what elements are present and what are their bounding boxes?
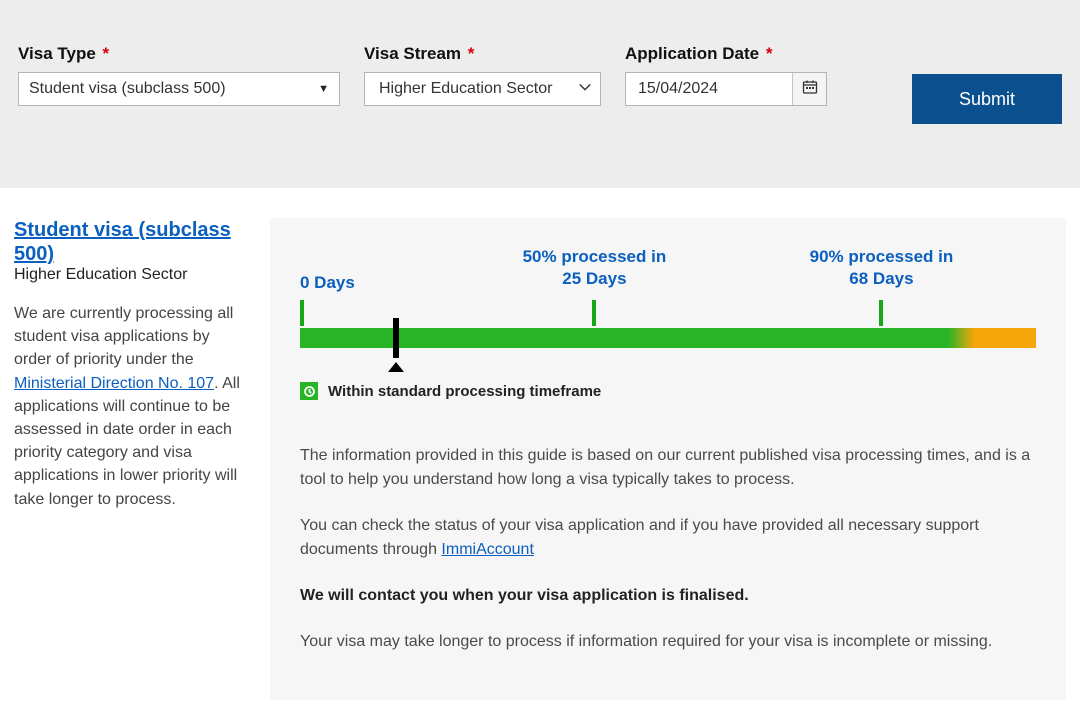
timeline-ticks <box>300 300 1036 328</box>
application-date-label: Application Date * <box>625 44 827 64</box>
label-text: Application Date <box>625 44 759 63</box>
required-asterisk: * <box>766 44 773 63</box>
visa-type-value: Student visa (subclass 500) <box>29 80 226 98</box>
submit-button[interactable]: Submit <box>912 74 1062 124</box>
visa-type-field: Visa Type * Student visa (subclass 500) … <box>18 44 340 106</box>
calendar-button[interactable] <box>792 73 826 105</box>
visa-subtitle: Higher Education Sector <box>14 266 246 284</box>
results-area: Student visa (subclass 500) Higher Educa… <box>0 188 1080 728</box>
chevron-down-icon <box>578 80 592 99</box>
marker-arrow-icon <box>388 362 404 372</box>
visa-stream-label: Visa Stream * <box>364 44 601 64</box>
timeline-p50-label: 50% processed in 25 Days <box>523 246 667 290</box>
label-text: Visa Type <box>18 44 96 63</box>
visa-title-link[interactable]: Student visa (subclass 500) <box>14 219 231 265</box>
timeline-bar <box>300 328 1036 348</box>
visa-stream-field: Visa Stream * Higher Education Sector <box>364 44 601 106</box>
sidebar-paragraph: We are currently processing all student … <box>14 302 246 511</box>
ministerial-direction-link[interactable]: Ministerial Direction No. 107 <box>14 375 214 392</box>
bar-orange-segment <box>948 328 1036 348</box>
info-p4: Your visa may take longer to process if … <box>300 630 1036 654</box>
timeline-start-label: 0 Days <box>300 272 355 294</box>
current-date-marker <box>393 318 399 358</box>
visa-type-label: Visa Type * <box>18 44 340 64</box>
timeline-labels: 0 Days 50% processed in 25 Days 90% proc… <box>300 246 1036 294</box>
submit-column: Submit <box>912 44 1062 124</box>
tick-p50 <box>592 300 596 326</box>
p50-days: 25 Days <box>562 269 626 288</box>
sidebar: Student visa (subclass 500) Higher Educa… <box>14 218 246 700</box>
application-date-input-wrap: 15/04/2024 <box>625 72 827 106</box>
visa-stream-select[interactable]: Higher Education Sector <box>364 72 601 106</box>
caret-down-icon: ▼ <box>318 83 329 95</box>
info-p3-bold: We will contact you when your visa appli… <box>300 587 749 604</box>
clock-ccw-icon <box>303 385 316 398</box>
info-p2-before: You can check the status of your visa ap… <box>300 517 979 558</box>
p90-days: 68 Days <box>849 269 913 288</box>
timeline-p90-label: 90% processed in 68 Days <box>810 246 954 290</box>
status-text: Within standard processing timeframe <box>328 383 601 400</box>
application-date-input[interactable]: 15/04/2024 <box>638 80 792 98</box>
info-p3: We will contact you when your visa appli… <box>300 584 1036 608</box>
info-p2: You can check the status of your visa ap… <box>300 514 1036 562</box>
p90-caption: 90% processed in <box>810 247 954 266</box>
immiaccount-link[interactable]: ImmiAccount <box>441 541 533 558</box>
tick-p90 <box>879 300 883 326</box>
status-badge <box>300 382 318 400</box>
required-asterisk: * <box>468 44 475 63</box>
application-date-field: Application Date * 15/04/2024 <box>625 44 827 106</box>
tick-start <box>300 300 304 326</box>
filter-panel: Visa Type * Student visa (subclass 500) … <box>0 0 1080 188</box>
sidebar-text-after: . All applications will continue to be a… <box>14 375 240 508</box>
status-row: Within standard processing timeframe <box>300 382 1036 400</box>
visa-type-select[interactable]: Student visa (subclass 500) ▼ <box>18 72 340 106</box>
p50-caption: 50% processed in <box>523 247 667 266</box>
sidebar-text-before: We are currently processing all student … <box>14 305 233 368</box>
calendar-icon <box>802 79 818 100</box>
label-text: Visa Stream <box>364 44 461 63</box>
result-panel: 0 Days 50% processed in 25 Days 90% proc… <box>270 218 1066 700</box>
required-asterisk: * <box>103 44 110 63</box>
info-p1: The information provided in this guide i… <box>300 444 1036 492</box>
visa-stream-value: Higher Education Sector <box>379 80 552 98</box>
